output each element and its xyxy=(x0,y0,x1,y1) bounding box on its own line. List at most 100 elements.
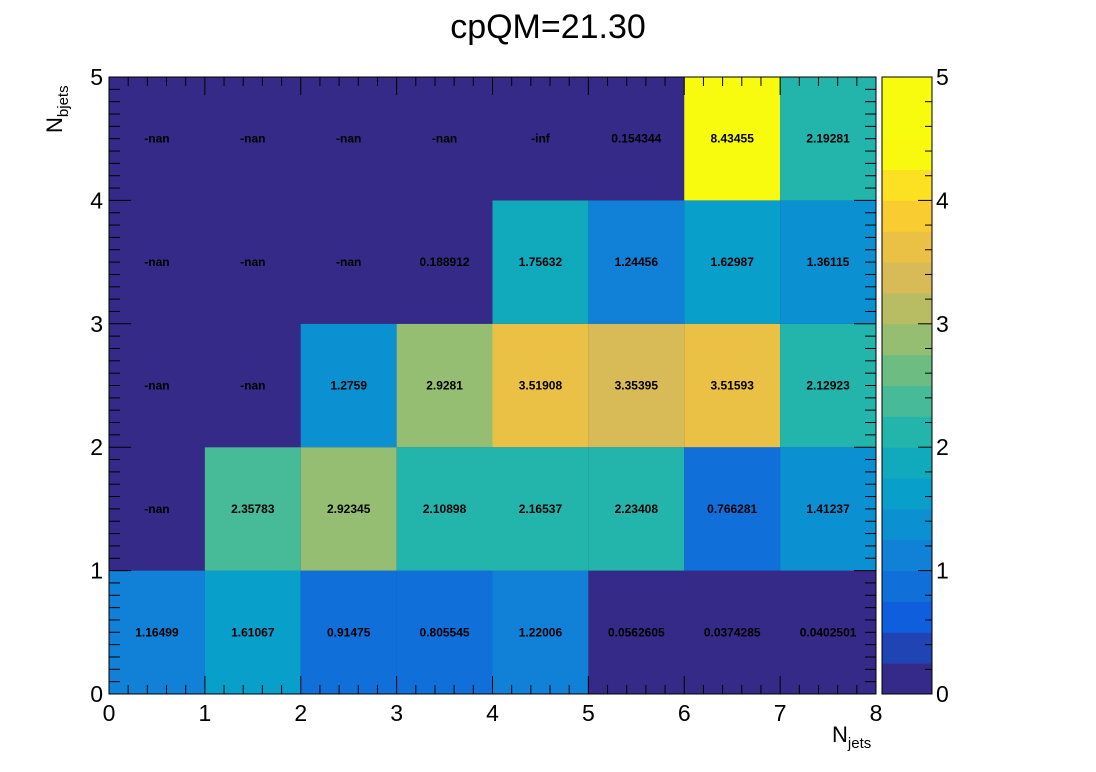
cell-value-label: 2.12923 xyxy=(806,379,850,393)
cell-value-label: 1.41237 xyxy=(806,502,850,516)
cell-value-label: 0.0402501 xyxy=(800,625,857,639)
colorbar-level xyxy=(882,632,932,664)
cell-value-label: 0.0562605 xyxy=(608,625,665,639)
heatmap-cell xyxy=(396,77,493,201)
heatmap-cell xyxy=(300,323,397,448)
cell-value-label: 3.35395 xyxy=(615,379,659,393)
cell-value-label: -nan xyxy=(240,379,265,393)
cell-value-label: -nan xyxy=(336,132,361,146)
heatmap-cell xyxy=(684,77,781,201)
heatmap-cell xyxy=(684,323,781,448)
cell-value-label: -nan xyxy=(144,379,169,393)
colorbar-border xyxy=(881,76,933,695)
heatmap-cells xyxy=(109,77,876,694)
heatmap-cell xyxy=(492,447,589,571)
y-axis-label-group: Nbjets xyxy=(42,85,72,133)
cell-value-label: 1.75632 xyxy=(519,255,563,269)
cell-value-label: 1.24456 xyxy=(615,255,659,269)
y-tick-label: 2 xyxy=(90,434,103,460)
heatmap-cell xyxy=(588,77,685,201)
x-axis-label-sub: jets xyxy=(847,735,871,752)
cell-value-label: 2.92345 xyxy=(327,502,371,516)
heatmap-cell xyxy=(684,447,781,571)
cell-value-label: -nan xyxy=(336,255,361,269)
y-tick-label: 4 xyxy=(90,187,103,213)
chart-title: cpQM=21.30 xyxy=(450,8,646,46)
x-tick-label: 3 xyxy=(390,700,403,726)
colorbar-level xyxy=(882,508,932,541)
x-tick-label: 2 xyxy=(294,700,307,726)
heatmap-cell xyxy=(204,200,301,324)
colorbar-tick-label: 0 xyxy=(936,681,949,707)
colorbar-level xyxy=(882,107,932,140)
cell-value-label: 0.766281 xyxy=(707,502,757,516)
colorbar-level xyxy=(882,447,932,479)
heatmap-cell xyxy=(684,570,781,694)
cell-value-label: 0.805545 xyxy=(420,625,470,639)
heatmap-cell xyxy=(109,323,205,448)
colorbar-level xyxy=(882,169,932,201)
heatmap-cell xyxy=(109,77,205,201)
heatmap-cell xyxy=(780,323,876,448)
cell-value-label: 1.16499 xyxy=(135,625,179,639)
heatmap-cell xyxy=(684,200,781,324)
cell-value-label: 3.51908 xyxy=(519,379,563,393)
colorbar-tick-label: 4 xyxy=(936,187,949,213)
x-axis-label: Njets xyxy=(832,722,871,752)
colorbar-level xyxy=(882,354,932,386)
heatmap-cell xyxy=(396,570,493,694)
y-tick-label: 5 xyxy=(90,64,103,90)
cell-value-label: -nan xyxy=(144,132,169,146)
heatmap-cell xyxy=(300,570,397,694)
heatmap-cell xyxy=(588,447,685,571)
heatmap-cell xyxy=(109,447,205,571)
cell-value-label: -nan xyxy=(144,255,169,269)
colorbar-level xyxy=(882,385,932,417)
heatmap-cell xyxy=(780,447,876,571)
cell-value-label: 1.62987 xyxy=(710,255,754,269)
cell-value-label: 2.23408 xyxy=(615,502,659,516)
cell-value-label: 1.61067 xyxy=(231,625,275,639)
x-axis-ticks: 0 1 2 3 4 5 6 7 8 xyxy=(103,77,883,726)
heatmap-cell xyxy=(492,323,589,448)
cell-labels: 1.16499 1.61067 0.91475 0.805545 1.22006 0.05… xyxy=(135,132,857,640)
heatmap-cell xyxy=(300,447,397,571)
colorbar-level xyxy=(882,323,932,356)
colorbar-level xyxy=(882,539,932,572)
x-tick-label: 1 xyxy=(198,700,211,726)
x-tick-label: 7 xyxy=(774,700,787,726)
cell-value-label: -inf xyxy=(531,132,551,146)
heatmap-cell xyxy=(780,77,876,201)
cell-value-label: 2.9281 xyxy=(426,379,463,393)
cell-value-label: -nan xyxy=(240,132,265,146)
colorbar-tick-label: 3 xyxy=(936,311,949,337)
colorbar-level xyxy=(882,138,932,171)
x-tick-label: 4 xyxy=(486,700,499,726)
y-axis-label-main: N xyxy=(42,117,67,133)
heatmap-cell xyxy=(780,200,876,324)
heatmap-cell xyxy=(204,77,301,201)
x-tick-label: 6 xyxy=(678,700,691,726)
cell-value-label: -nan xyxy=(432,132,457,146)
cell-value-label: 2.35783 xyxy=(231,502,275,516)
colorbar-level xyxy=(882,77,932,109)
x-tick-label: 8 xyxy=(870,700,883,726)
heatmap-cell xyxy=(588,323,685,448)
cell-value-label: 2.16537 xyxy=(519,502,563,516)
cell-value-label: 1.36115 xyxy=(807,255,850,269)
colorbar-level xyxy=(882,601,932,633)
colorbar-tick-label: 1 xyxy=(936,558,949,584)
heatmap-cell xyxy=(300,200,397,324)
y-axis-ticks: 0 1 2 3 4 5 xyxy=(90,64,876,707)
x-axis-label-main: N xyxy=(832,722,848,747)
heatmap-cell xyxy=(492,77,589,201)
colorbar-level xyxy=(882,200,932,232)
heatmap-cell xyxy=(780,570,876,694)
cell-value-label: 2.10898 xyxy=(423,502,467,516)
cell-value-label: 0.0374285 xyxy=(704,625,761,639)
cell-value-label: 1.22006 xyxy=(519,625,563,639)
colorbar-tick-label: 5 xyxy=(936,64,949,90)
cell-value-label: 0.154344 xyxy=(611,132,661,146)
heatmap-cell xyxy=(588,570,685,694)
